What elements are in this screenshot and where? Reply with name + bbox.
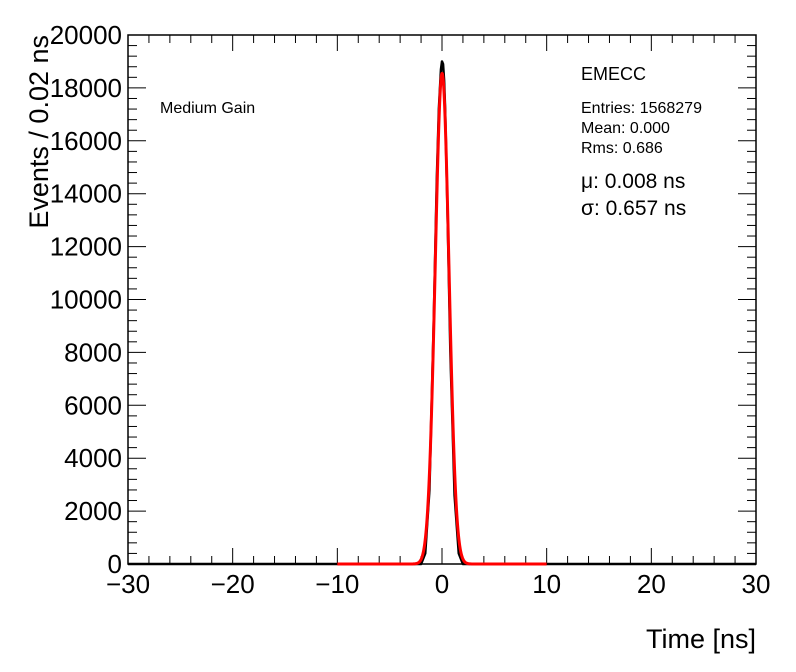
gain-label: Medium Gain bbox=[160, 100, 255, 117]
y-tick-label: 6000 bbox=[64, 390, 122, 420]
x-tick-label: −30 bbox=[106, 569, 150, 599]
x-tick-labels: −30 −20 −10 0 10 20 30 bbox=[106, 569, 771, 599]
series-layer bbox=[128, 60, 756, 566]
x-tick-label: −20 bbox=[211, 569, 255, 599]
entries-label: Entries: 1568279 bbox=[581, 100, 702, 117]
y-tick-label: 14000 bbox=[50, 179, 122, 209]
y-tick-label: 18000 bbox=[50, 73, 122, 103]
y-axis-title: Events / 0.02 ns bbox=[24, 35, 54, 229]
y-tick-label: 0 bbox=[108, 549, 122, 579]
x-tick-label: −10 bbox=[315, 569, 359, 599]
y-tick-label: 2000 bbox=[64, 496, 122, 526]
fit-mu-label: μ: 0.008 ns bbox=[581, 170, 685, 193]
y-tick-label: 10000 bbox=[50, 285, 122, 315]
x-tick-label: 0 bbox=[435, 569, 449, 599]
mean-label: Mean: 0.000 bbox=[581, 120, 670, 137]
y-tick-label: 4000 bbox=[64, 443, 122, 473]
x-tick-label: 30 bbox=[742, 569, 771, 599]
gaussian-fit-line bbox=[336, 71, 548, 566]
y-tick-label: 16000 bbox=[50, 126, 122, 156]
x-axis-title: Time [ns] bbox=[646, 624, 756, 654]
y-tick-label: 20000 bbox=[50, 20, 122, 50]
tick-marks bbox=[127, 34, 757, 565]
y-tick-label: 12000 bbox=[50, 232, 122, 262]
y-tick-label: 8000 bbox=[64, 337, 122, 367]
region-label: EMECC bbox=[581, 64, 646, 84]
x-tick-label: 10 bbox=[532, 569, 561, 599]
rms-label: Rms: 0.686 bbox=[581, 140, 663, 157]
fit-sigma-label: σ: 0.657 ns bbox=[581, 197, 686, 220]
y-tick-labels: 0 2000 4000 6000 8000 10000 12000 14000 16000 180… bbox=[50, 20, 122, 579]
x-tick-label: 20 bbox=[637, 569, 666, 599]
